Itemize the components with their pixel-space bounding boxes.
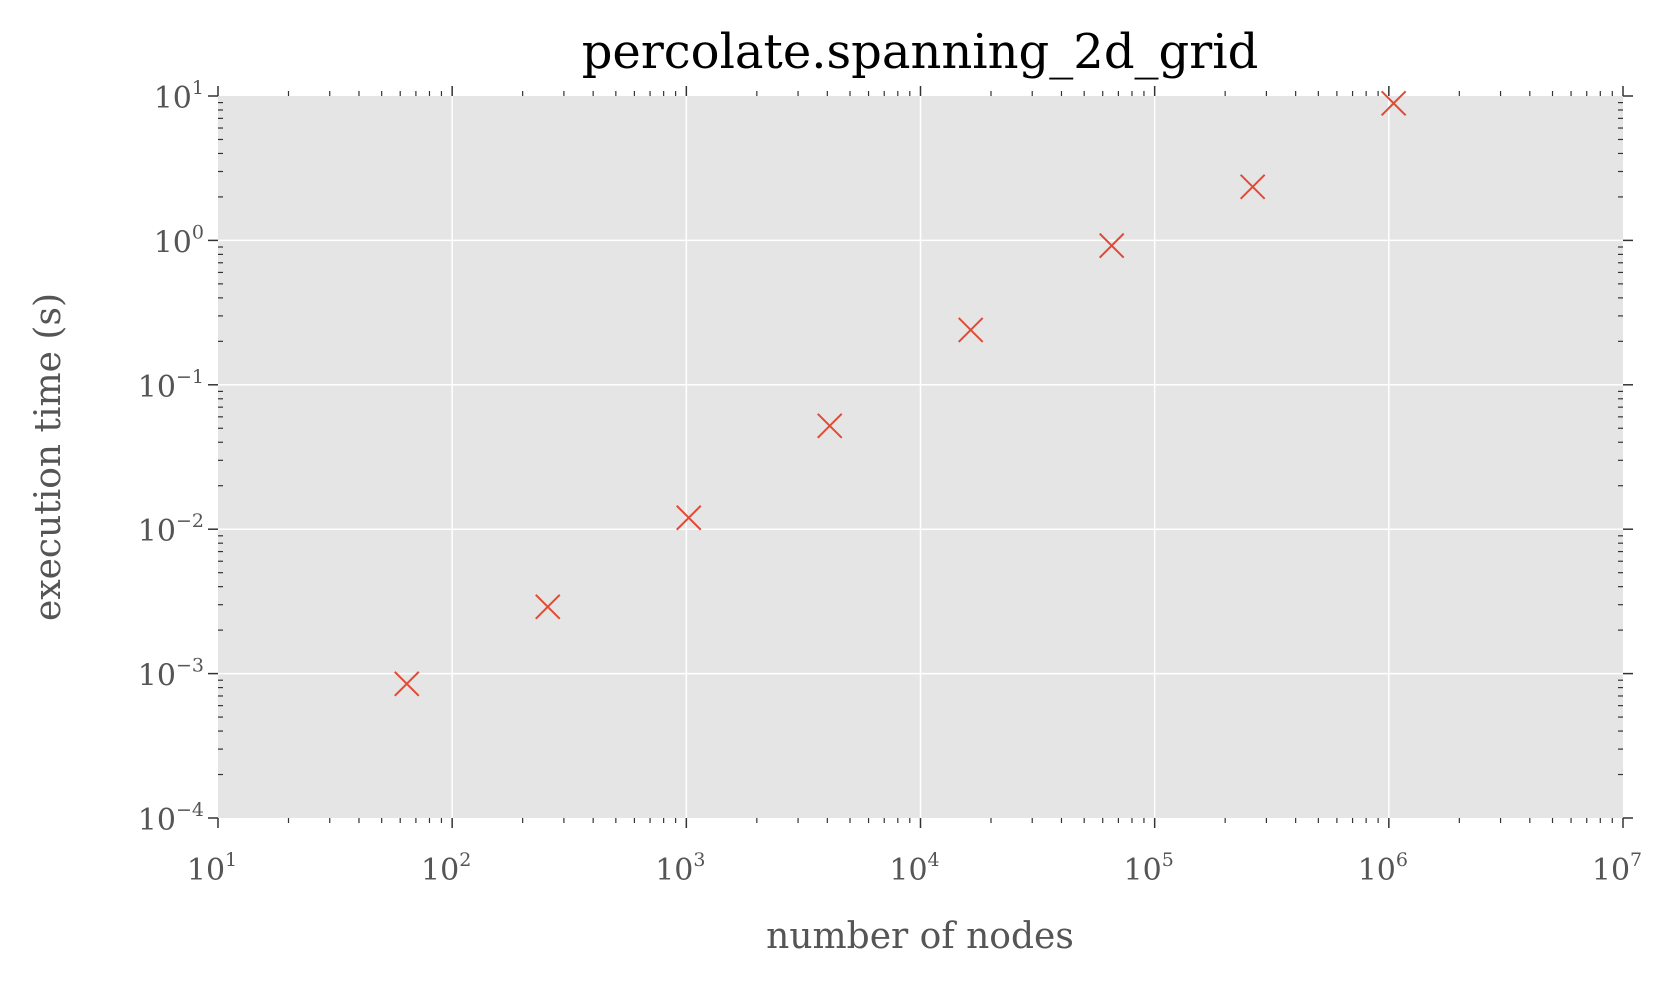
data-point-marker [1239, 174, 1266, 200]
y-tick-labels: 10−4 10−3 10−2 10−1 100 101 [138, 77, 204, 838]
x-tick-label: 107 [1592, 849, 1642, 888]
minor-ticks [218, 91, 1623, 823]
x-tick-label: 105 [1124, 849, 1174, 888]
y-tick-label: 100 [154, 221, 204, 260]
data-point-marker [958, 317, 984, 343]
marker-stroke [1098, 232, 1125, 259]
x-axis-label: number of nodes [766, 916, 1074, 957]
y-tick-label: 10−3 [138, 655, 204, 694]
marker-stroke [535, 594, 561, 620]
data-point-marker [817, 413, 843, 439]
data-point-marker [1380, 90, 1407, 117]
marker-stroke [817, 413, 843, 439]
marker-stroke [676, 505, 702, 531]
data-point-marker [535, 594, 561, 620]
grid-lines [218, 96, 1623, 818]
x-tick-label: 104 [889, 849, 939, 888]
marker-stroke [958, 317, 984, 343]
data-point-marker [1098, 232, 1125, 259]
y-tick-label: 10−4 [138, 799, 204, 838]
x-tick-label: 102 [421, 849, 471, 888]
data-point-marker [394, 671, 420, 697]
x-tick-label: 103 [655, 849, 705, 888]
chart-title: percolate.spanning_2d_grid [582, 24, 1259, 80]
data-point-marker [676, 505, 702, 531]
y-tick-label: 101 [154, 77, 204, 116]
x-tick-label: 101 [187, 849, 237, 888]
major-ticks [208, 86, 1633, 828]
y-axis-label: execution time (s) [28, 293, 69, 621]
x-tick-labels: 101 102 103 104 105 106 107 [187, 849, 1642, 888]
data-points [394, 90, 1407, 697]
marker-stroke [394, 671, 420, 697]
marker-stroke [1239, 174, 1266, 200]
marker-stroke [1380, 90, 1407, 117]
y-tick-label: 10−2 [138, 510, 204, 549]
x-tick-label: 106 [1358, 849, 1408, 888]
y-tick-label: 10−1 [138, 366, 204, 405]
